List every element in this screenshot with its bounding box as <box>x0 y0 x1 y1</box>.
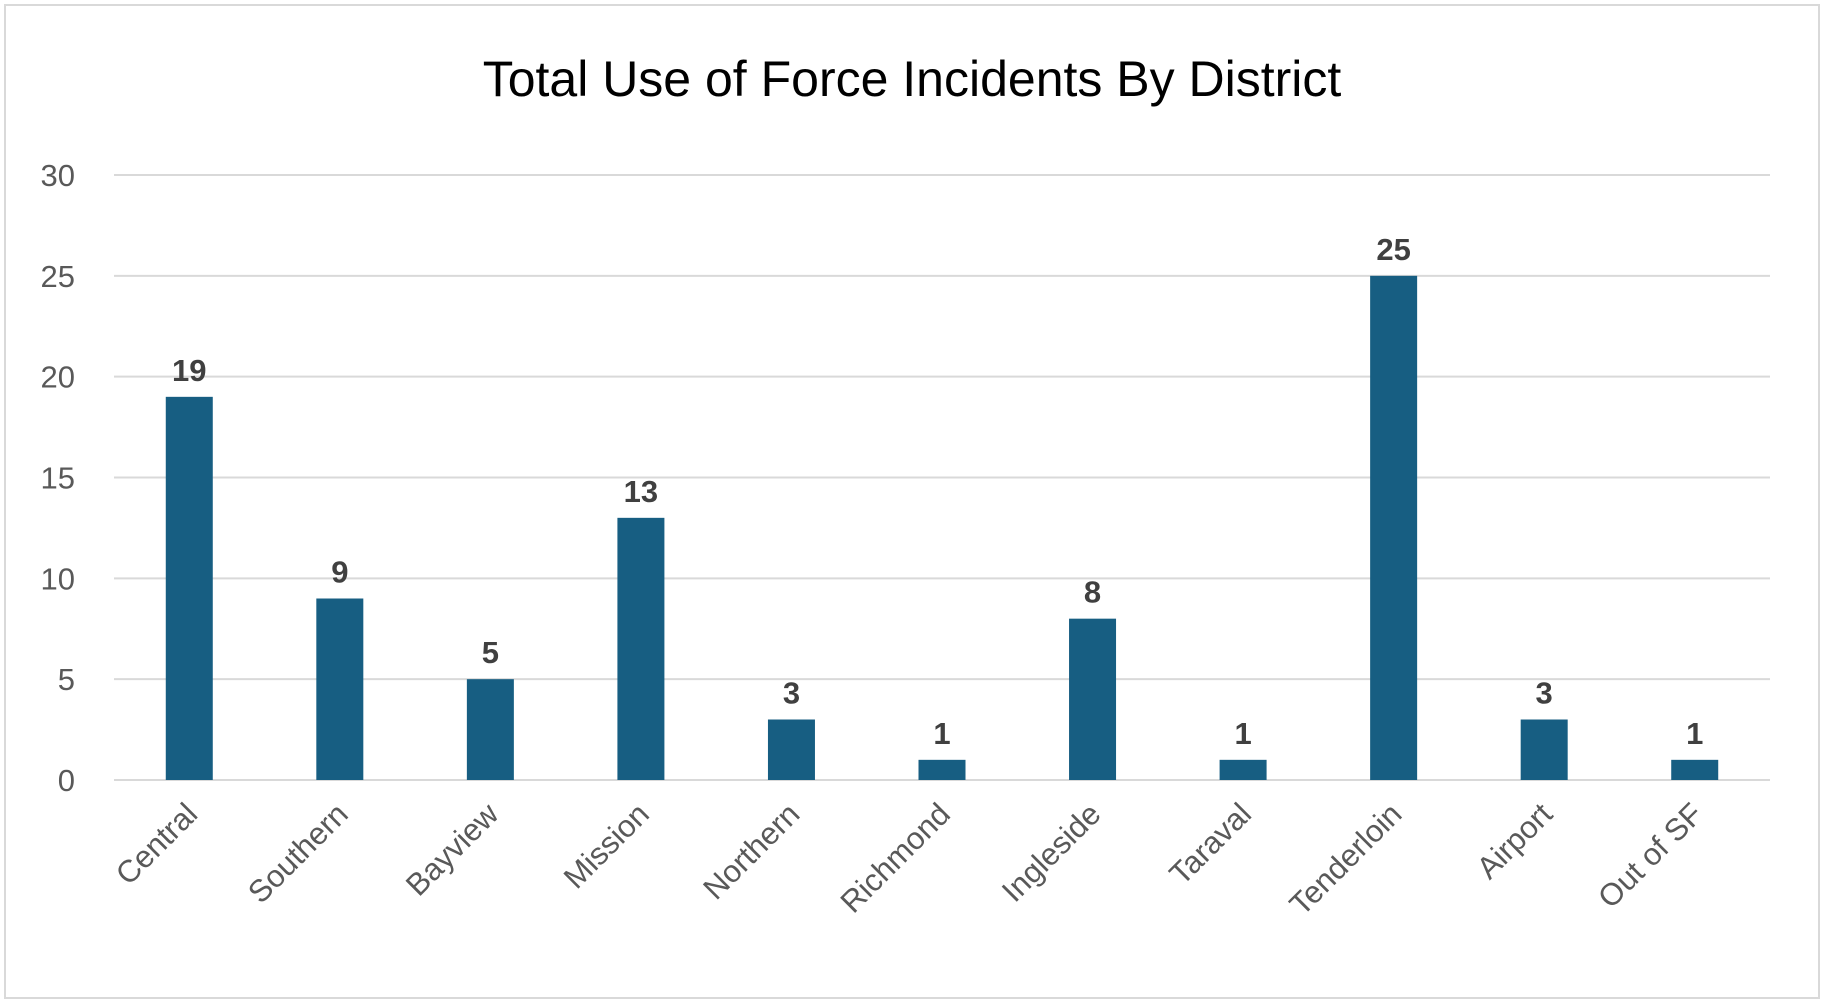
data-label: 3 <box>783 676 800 711</box>
y-tick-label: 20 <box>41 360 75 395</box>
data-label: 1 <box>1686 716 1703 751</box>
y-tick-label: 5 <box>58 662 75 697</box>
data-label: 25 <box>1376 232 1410 267</box>
y-tick-label: 10 <box>41 561 75 596</box>
chart-border <box>4 4 1820 999</box>
data-label: 1 <box>1234 716 1251 751</box>
chart-title: Total Use of Force Incidents By District <box>483 51 1342 107</box>
y-tick-label: 30 <box>41 158 75 193</box>
gridlines <box>114 174 1770 781</box>
y-tick-label: 25 <box>41 259 75 294</box>
bar <box>316 598 364 780</box>
bars <box>165 275 1719 780</box>
bar <box>466 679 514 780</box>
y-tick-label: 15 <box>41 461 75 496</box>
data-label: 9 <box>331 555 348 590</box>
bar <box>918 759 966 780</box>
bar <box>767 719 815 780</box>
data-label: 13 <box>624 474 658 509</box>
data-label: 8 <box>1084 575 1101 610</box>
bar <box>1069 618 1117 780</box>
bar <box>1219 759 1267 780</box>
data-label: 3 <box>1536 676 1553 711</box>
data-label: 1 <box>933 716 950 751</box>
y-tick-label: 0 <box>58 763 75 798</box>
data-labels: 19 9 5 13 3 1 8 1 25 3 1 <box>172 232 1703 751</box>
bar <box>165 396 213 780</box>
data-label: 19 <box>172 353 206 388</box>
data-label: 5 <box>482 635 499 670</box>
bar <box>617 517 665 780</box>
bar <box>1520 719 1568 780</box>
bar <box>1671 759 1719 780</box>
y-axis-ticks: 0 5 10 15 20 25 30 <box>41 158 75 798</box>
bar <box>1370 275 1418 780</box>
